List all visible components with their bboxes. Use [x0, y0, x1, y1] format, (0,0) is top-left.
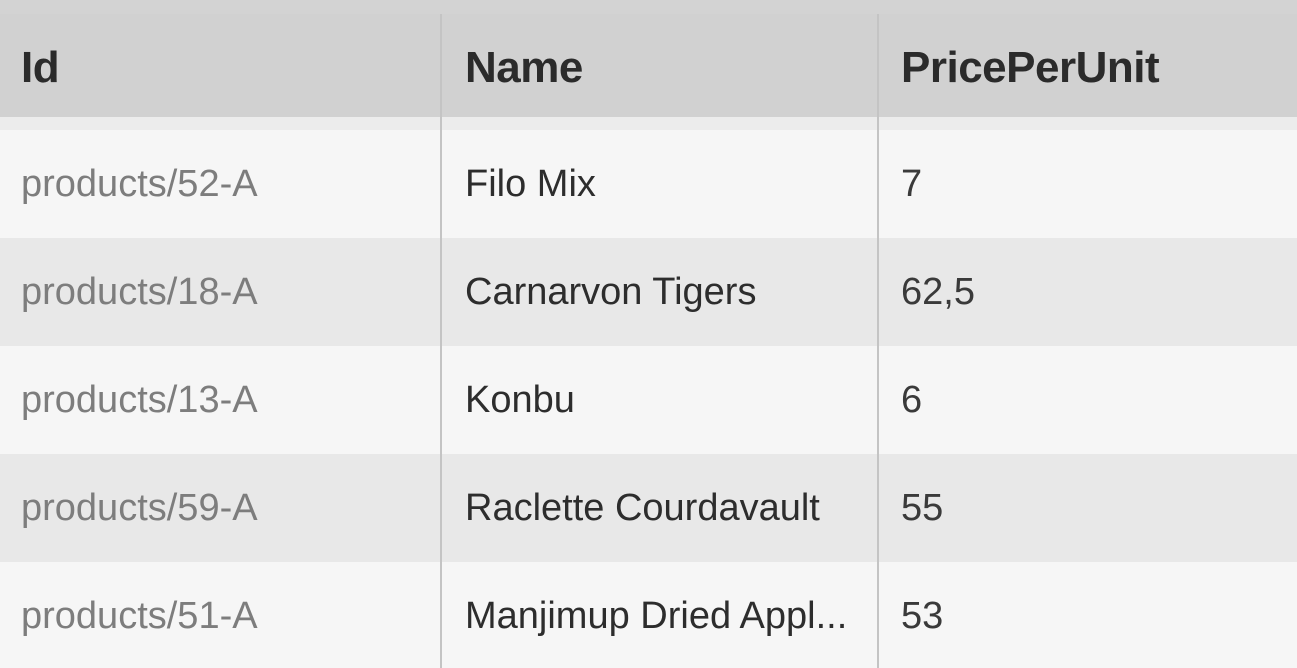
cell-price-per-unit[interactable]: 62,5	[901, 270, 975, 313]
cell-id[interactable]: products/18-A	[21, 270, 258, 313]
cell-id[interactable]: products/51-A	[21, 594, 258, 637]
header-separator	[0, 117, 1297, 130]
cell-name-text: Manjimup Dried Appl...	[465, 594, 848, 637]
cell-id[interactable]: products/59-A	[21, 486, 258, 529]
cell-name[interactable]: Manjimup Dried Appl...	[441, 562, 878, 668]
grid-body: products/52-A Filo Mix 7 products/18-A C…	[0, 130, 1297, 668]
cell-name[interactable]: Raclette Courdavault	[465, 486, 820, 529]
table-row[interactable]: products/18-A Carnarvon Tigers 62,5	[0, 238, 1297, 346]
cell-name[interactable]: Filo Mix	[465, 162, 596, 205]
column-header-price-per-unit[interactable]: PricePerUnit	[901, 42, 1160, 92]
cell-id[interactable]: products/13-A	[21, 378, 258, 421]
table-row[interactable]: products/51-A Manjimup Dried Appl... 53	[0, 562, 1297, 668]
column-header-name[interactable]: Name	[465, 42, 583, 92]
table-row[interactable]: products/13-A Konbu 6	[0, 346, 1297, 454]
cell-id[interactable]: products/52-A	[21, 162, 258, 205]
table-row[interactable]: products/52-A Filo Mix 7	[0, 130, 1297, 238]
cell-price-per-unit[interactable]: 7	[901, 162, 923, 205]
cell-name[interactable]: Carnarvon Tigers	[465, 270, 757, 313]
cell-name[interactable]: Konbu	[465, 378, 575, 421]
grid-header: Id Name PricePerUnit	[0, 14, 1297, 117]
table-row[interactable]: products/59-A Raclette Courdavault 55	[0, 454, 1297, 562]
cell-price-per-unit[interactable]: 53	[901, 594, 944, 637]
column-resize-handle-id[interactable]	[440, 14, 442, 668]
grid-top-strip	[0, 0, 1297, 14]
cell-price-per-unit[interactable]: 55	[901, 486, 944, 529]
column-resize-handle-name[interactable]	[877, 14, 879, 668]
column-header-id[interactable]: Id	[21, 42, 60, 92]
cell-price-per-unit[interactable]: 6	[901, 378, 923, 421]
